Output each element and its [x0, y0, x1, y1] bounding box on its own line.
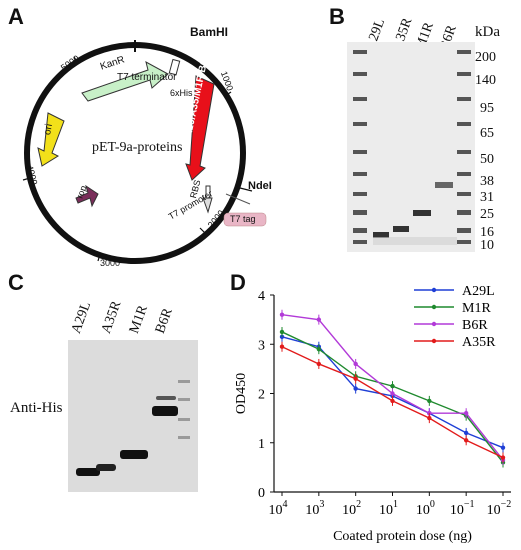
his-label: 6xHis: [170, 88, 193, 98]
x-axis-label: Coated protein dose (ng): [333, 529, 472, 544]
x-tick-label: 104: [269, 499, 288, 518]
data-point-b6r: [316, 317, 322, 322]
x-tick-label: 10−1: [450, 499, 475, 518]
y-tick-label: 1: [258, 437, 265, 452]
data-point-a35r: [316, 361, 322, 367]
kda-16: 16: [480, 225, 494, 240]
t7-tag-box: [223, 212, 267, 227]
blot-lane-a29l: A29L: [68, 299, 95, 336]
legend-label-a29l: A29L: [462, 284, 495, 299]
data-point-a35r: [463, 438, 469, 443]
blot-band-m1r: [120, 450, 148, 459]
band-a35r: [393, 226, 409, 232]
y-tick-label: 2: [258, 388, 265, 403]
data-point-m1r: [316, 346, 322, 352]
kda-65: 65: [480, 126, 494, 141]
kanr-arrow: [81, 61, 169, 102]
blot-lane-m1r: M1R: [126, 303, 151, 336]
ori-label: ori: [42, 123, 55, 136]
kda-unit: kDa: [475, 24, 500, 40]
data-point-a35r: [279, 344, 285, 349]
panel-a-label: A: [8, 4, 24, 29]
panel-d-label: D: [230, 270, 246, 295]
data-point-a35r: [390, 398, 395, 404]
rop-arrow: [75, 184, 99, 208]
band-b6r: [435, 182, 453, 188]
pos-3000: 3000: [100, 258, 121, 268]
data-point-a35r: [427, 415, 432, 421]
legend-marker-a29l: [431, 287, 437, 293]
legend-marker-a35r: [431, 338, 437, 344]
t7-terminator-label: T7 terminator: [117, 72, 177, 83]
x-tick-label: 102: [342, 499, 361, 518]
x-tick-label: 103: [305, 499, 324, 518]
data-point-m1r: [427, 398, 432, 404]
gel-ladder-right: [457, 50, 471, 244]
data-point-b6r: [463, 411, 469, 416]
data-point-a29l: [500, 445, 506, 450]
band-a29l: [373, 232, 389, 238]
ori-arrow: [37, 112, 65, 167]
gel-ladder-left: [353, 50, 367, 244]
y-tick-label: 3: [258, 338, 265, 353]
t7-promoter-mark: [202, 197, 213, 214]
plasmid-map: [22, 40, 267, 264]
x-tick-label: 101: [379, 499, 398, 518]
kda-50: 50: [480, 152, 494, 167]
blot-band-b6r: [152, 406, 178, 416]
x-tick-label: 10−2: [487, 499, 512, 518]
x-tick-label: 100: [416, 499, 435, 518]
data-point-a35r: [500, 455, 506, 460]
y-tick-label: 4: [258, 289, 265, 304]
data-point-b6r: [353, 361, 358, 367]
western-blot: [68, 340, 198, 492]
data-point-a29l: [353, 386, 358, 391]
legend-marker-m1r: [431, 304, 437, 310]
legend-label-m1r: M1R: [462, 301, 491, 316]
sds-page-gel: [347, 42, 475, 252]
data-point-b6r: [279, 312, 285, 317]
ndei-label: NdeI: [248, 180, 272, 192]
blot-lane-a35r: A35R: [98, 299, 125, 336]
kda-140: 140: [475, 73, 496, 88]
y-axis-label: OD450: [234, 373, 249, 414]
kda-31: 31: [480, 190, 494, 205]
data-point-m1r: [279, 329, 285, 335]
blot-band-a35r: [96, 464, 116, 471]
blot-lane-b6r: B6R: [152, 306, 176, 336]
data-point-m1r: [390, 383, 395, 389]
data-point-a29l: [463, 430, 469, 436]
band-m1r: [413, 210, 431, 216]
t7-tag-label: T7 tag: [230, 214, 256, 224]
blot-ladder: [178, 380, 190, 439]
data-point-b6r: [390, 391, 395, 396]
t7-terminator-box: [168, 58, 181, 76]
kda-10: 10: [480, 238, 494, 253]
kda-25: 25: [480, 207, 494, 222]
legend-label-b6r: B6R: [462, 318, 488, 333]
bamhi-label: BamHI: [190, 25, 229, 39]
kda-200: 200: [475, 50, 496, 65]
insert-arrow: [185, 75, 215, 181]
od450-line-chart: 0 1 2 3 4 104 103 102 101 100 10−1 10−2 OD450 Coated …: [234, 284, 512, 544]
plasmid-name: pET-9a-proteins: [92, 140, 183, 155]
anti-his-label: Anti-His: [10, 400, 63, 416]
data-point-a35r: [353, 376, 358, 381]
ndei-tick: [239, 187, 253, 192]
kda-95: 95: [480, 101, 494, 116]
blot-band-a29l: [76, 468, 100, 476]
kda-38: 38: [480, 174, 494, 189]
panel-c-label: C: [8, 270, 24, 295]
panel-b-label: B: [329, 4, 345, 29]
legend-label-a35r: A35R: [462, 335, 496, 350]
y-tick-label: 0: [258, 486, 265, 501]
legend-marker-b6r: [431, 321, 437, 327]
